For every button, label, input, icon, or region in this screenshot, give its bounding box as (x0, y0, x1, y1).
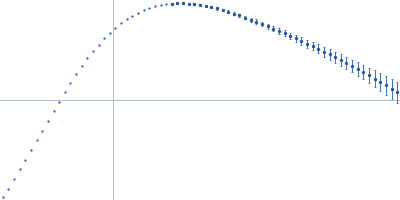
Point (67, 82, 74, 85)
Point (16, 168, 23, 171)
Point (11, 177, 17, 181)
Point (62, 91, 68, 94)
Point (56, 100, 62, 103)
Point (118, 22, 124, 25)
Point (157, 4, 164, 7)
Point (28, 148, 34, 152)
Point (5, 187, 12, 190)
Point (135, 11, 141, 14)
Point (95, 43, 102, 46)
Point (90, 49, 96, 53)
Point (0, 195, 6, 198)
Point (78, 65, 85, 68)
Point (39, 129, 46, 132)
Point (101, 37, 108, 40)
Point (163, 3, 169, 6)
Point (140, 8, 147, 12)
Point (34, 139, 40, 142)
Point (129, 14, 136, 17)
Point (84, 57, 90, 60)
Point (124, 18, 130, 21)
Point (107, 31, 113, 34)
Point (45, 119, 51, 123)
Point (152, 5, 158, 8)
Point (73, 73, 79, 76)
Point (146, 6, 152, 10)
Point (50, 110, 57, 113)
Point (112, 26, 119, 29)
Point (22, 158, 28, 161)
